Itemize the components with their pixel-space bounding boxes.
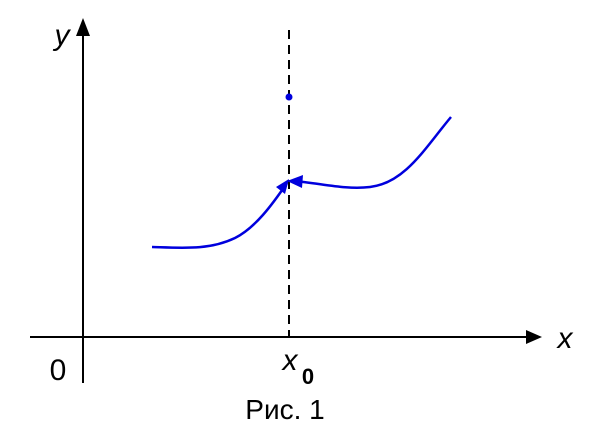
caption: Рис. 1 [245, 394, 324, 425]
x0-label: x [281, 344, 299, 377]
y-axis-arrow [76, 18, 90, 36]
right-branch [292, 116, 452, 189]
y-axis-label: y [53, 19, 72, 52]
x-axis-arrow [526, 330, 542, 344]
origin-label: 0 [50, 354, 67, 387]
function-value-point [285, 93, 293, 101]
right-arrow [287, 175, 303, 188]
x-axis-label: x [556, 322, 574, 355]
x0-subscript: 0 [302, 364, 314, 389]
left-arrow [276, 179, 289, 194]
left-branch [151, 182, 289, 250]
